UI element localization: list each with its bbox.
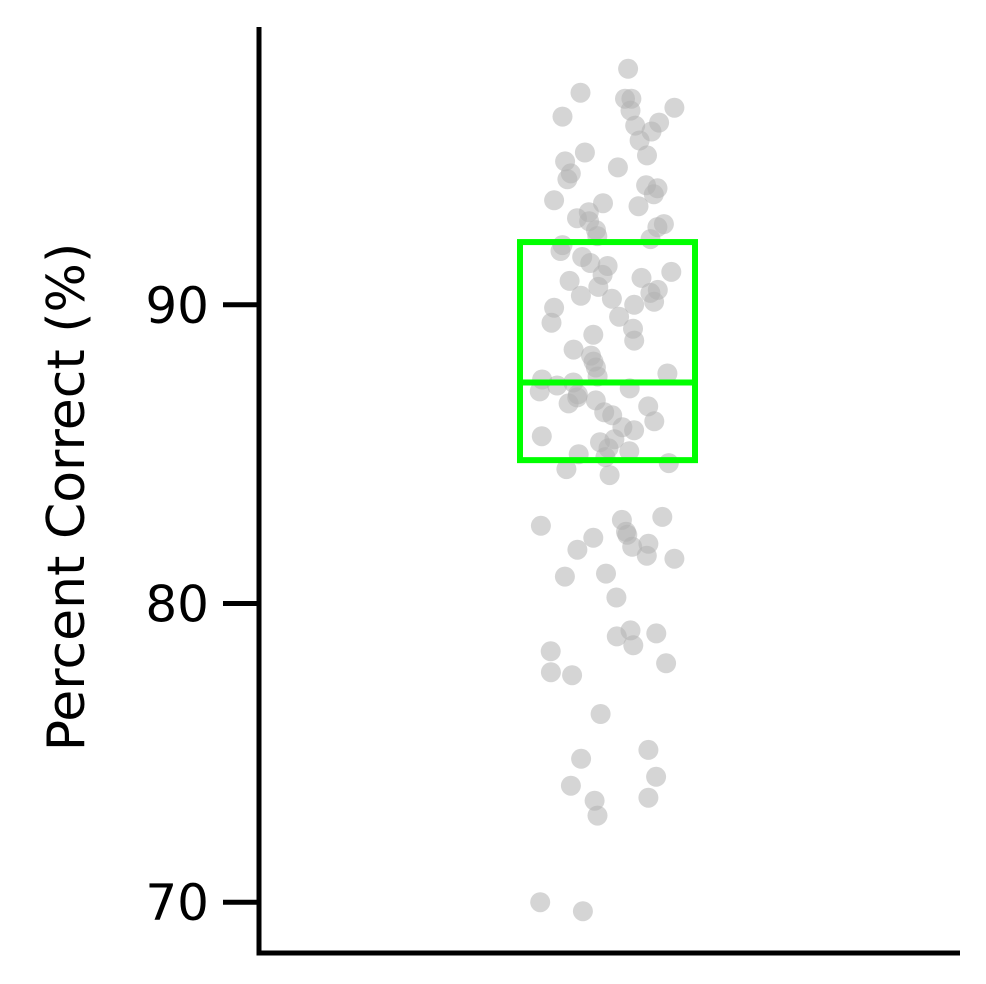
data-point [531, 426, 552, 447]
data-point [652, 506, 673, 527]
data-point [631, 267, 652, 288]
data-point [530, 515, 551, 536]
data-point [570, 82, 591, 103]
data-point [588, 276, 609, 297]
data-point [638, 739, 659, 760]
data-point [590, 704, 611, 724]
data-point [560, 775, 581, 796]
data-point [558, 393, 579, 414]
data-point [587, 805, 608, 826]
data-point [540, 641, 561, 662]
data-point [563, 339, 584, 360]
data-point [646, 623, 667, 644]
data-point [552, 106, 573, 127]
data-point [643, 184, 664, 205]
y-tick-label: 90 [145, 277, 209, 335]
box-iqr [517, 239, 698, 464]
data-point [599, 465, 620, 486]
data-point [624, 330, 645, 351]
data-point [583, 324, 604, 345]
data-point [547, 375, 568, 396]
data-point [540, 662, 561, 683]
y-tick-label: 80 [145, 576, 209, 634]
data-point [644, 291, 665, 312]
axes [256, 27, 960, 956]
box [517, 239, 698, 464]
data-point [580, 253, 601, 273]
data-point [607, 157, 628, 178]
data-point [593, 193, 613, 214]
data-point [595, 447, 616, 468]
data-point [541, 312, 562, 333]
data-point [644, 411, 665, 432]
data-point [571, 748, 592, 769]
data-point [619, 441, 640, 462]
data-point [572, 901, 593, 922]
data-point [646, 766, 667, 787]
data-point [624, 420, 645, 441]
data-point [664, 97, 685, 118]
data-point [601, 288, 622, 309]
y-axis-label: Percent Correct (%) [37, 243, 97, 752]
data-point [562, 665, 583, 686]
data-point [596, 563, 616, 584]
data-point [554, 566, 575, 587]
data-point [530, 892, 551, 913]
data-point [620, 100, 641, 121]
data-point [618, 58, 639, 79]
y-ticks: 70 80 90 [145, 277, 259, 932]
data-point [606, 626, 627, 647]
data-point [638, 787, 659, 808]
data-point [559, 270, 580, 291]
data-point [584, 790, 605, 811]
data-point [624, 294, 645, 315]
data-point [656, 653, 677, 674]
data-point [622, 536, 643, 557]
data-point [661, 261, 682, 282]
data-point [637, 145, 657, 166]
data-point [544, 190, 565, 211]
data-point [550, 241, 571, 261]
data-point [657, 363, 678, 384]
data-point [583, 527, 604, 548]
data-point [544, 297, 565, 318]
data-point [629, 130, 650, 151]
data-point [623, 635, 644, 656]
data-point [574, 142, 595, 163]
data-point [529, 381, 550, 402]
data-point [606, 587, 627, 608]
data-point [567, 539, 588, 560]
data-point [664, 548, 685, 569]
data-point [557, 169, 578, 190]
data-point [556, 459, 577, 480]
data-point [570, 285, 591, 306]
data-points [529, 58, 685, 922]
data-point [609, 306, 630, 327]
y-tick-label: 70 [145, 874, 209, 932]
data-point [628, 196, 649, 217]
data-point [636, 545, 657, 566]
